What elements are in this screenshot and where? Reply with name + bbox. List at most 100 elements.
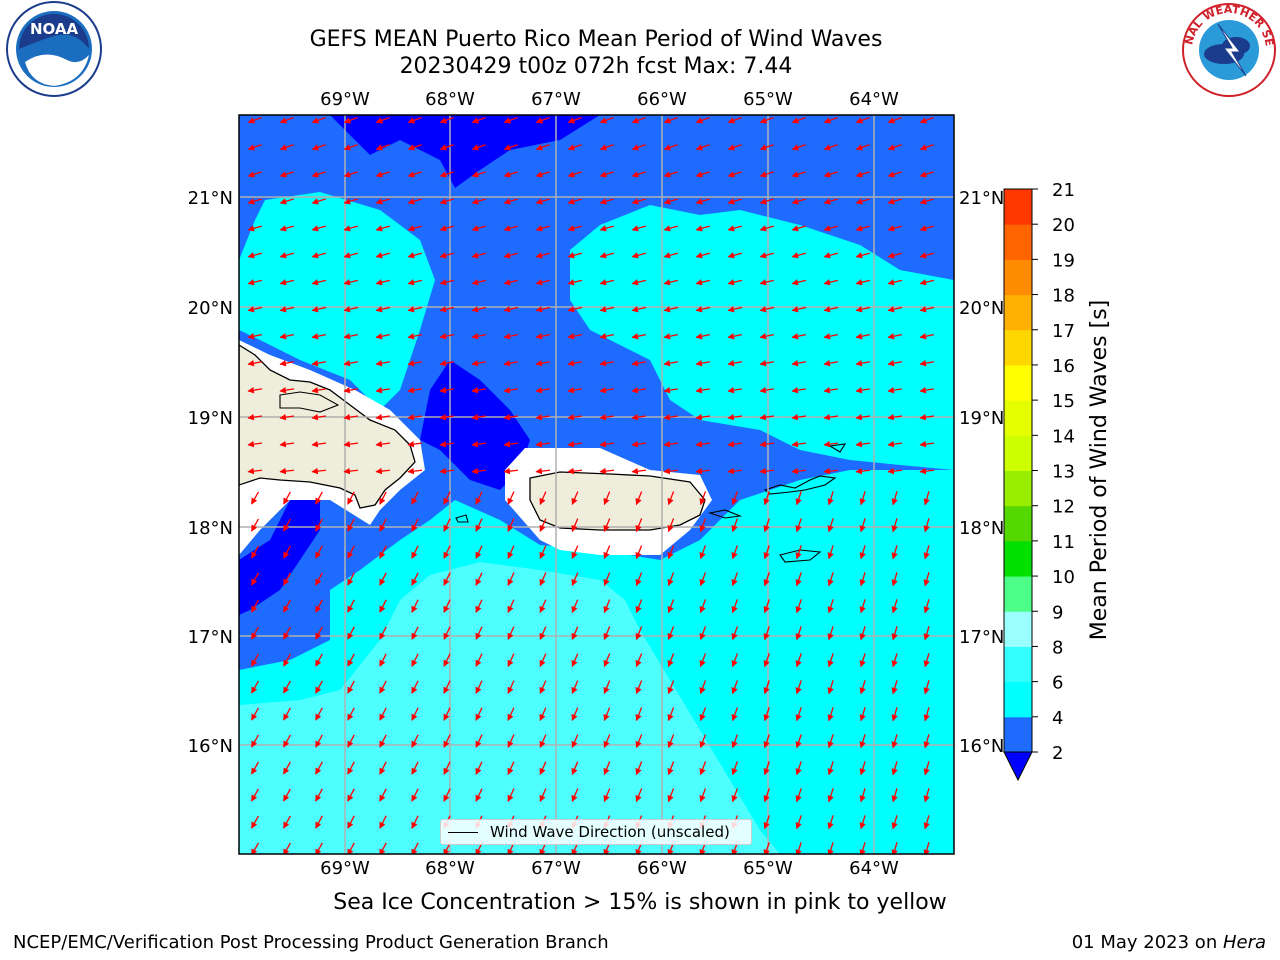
wave-direction-arrow bbox=[731, 680, 739, 695]
wave-direction-arrow bbox=[311, 386, 327, 394]
wave-direction-arrow bbox=[503, 198, 518, 205]
wave-direction-arrow bbox=[471, 116, 486, 124]
colorbar-bin bbox=[1004, 294, 1032, 331]
wave-direction-arrow bbox=[827, 653, 834, 668]
wave-direction-arrow bbox=[375, 333, 390, 340]
wave-direction-arrow bbox=[795, 734, 802, 749]
wave-direction-arrow bbox=[439, 144, 454, 151]
wave-direction-arrow bbox=[699, 599, 707, 614]
wave-direction-arrow bbox=[599, 116, 614, 124]
wave-direction-arrow bbox=[250, 653, 260, 667]
wave-direction-arrow bbox=[279, 333, 294, 340]
wave-direction-arrow bbox=[379, 518, 387, 532]
colorbar-bin bbox=[1004, 435, 1032, 471]
lat-label: 19°N bbox=[188, 408, 233, 429]
wave-direction-arrow bbox=[439, 306, 454, 313]
wave-direction-arrow bbox=[315, 761, 323, 775]
colorbar-bin bbox=[1004, 681, 1032, 718]
wave-direction-arrow bbox=[475, 626, 483, 640]
wave-direction-arrow bbox=[827, 707, 834, 722]
wave-direction-arrow bbox=[567, 171, 582, 178]
wave-direction-arrow bbox=[891, 572, 898, 587]
wave-direction-arrow bbox=[347, 626, 355, 640]
wave-direction-arrow bbox=[635, 734, 643, 749]
wave-direction-arrow bbox=[411, 491, 419, 505]
wave-direction-arrow bbox=[250, 518, 260, 532]
lon-labels-bottom: 69°W 68°W 67°W 66°W 65°W 64°W bbox=[320, 858, 899, 879]
wave-direction-arrow bbox=[795, 680, 802, 695]
wave-direction-arrow bbox=[311, 467, 327, 475]
wave-direction-arrow bbox=[887, 116, 902, 124]
graticule bbox=[239, 115, 954, 854]
wave-direction-arrow bbox=[855, 171, 870, 178]
wave-direction-arrow bbox=[411, 788, 419, 802]
wave-direction-arrow bbox=[471, 333, 486, 340]
colorbar-tick-label: 2 bbox=[1052, 743, 1063, 764]
wave-direction-arrow bbox=[663, 360, 679, 367]
wave-direction-arrow bbox=[919, 467, 935, 475]
wave-direction-arrow bbox=[827, 599, 834, 614]
wave-direction-arrow bbox=[727, 413, 743, 421]
wave-direction-arrow bbox=[407, 440, 423, 448]
colorbar: 2 4 6 8 9 10 11 12 13 14 15 16 17 18 19 20 21 bbox=[1003, 180, 1075, 782]
wave-direction-arrow bbox=[731, 761, 739, 776]
wave-direction-arrow bbox=[727, 467, 743, 475]
wave-direction-arrow bbox=[283, 599, 291, 613]
wave-direction-arrow bbox=[475, 572, 483, 586]
footer-host: Hera bbox=[1222, 932, 1266, 953]
wave-direction-arrow bbox=[539, 734, 547, 748]
wave-direction-arrow bbox=[279, 144, 294, 151]
wave-direction-arrow bbox=[343, 252, 358, 259]
wave-direction-arrow bbox=[311, 171, 326, 178]
wave-direction-arrow bbox=[891, 518, 898, 533]
wave-direction-arrow bbox=[375, 144, 390, 151]
wave-direction-arrow bbox=[311, 360, 327, 367]
wave-direction-arrow bbox=[859, 599, 866, 614]
wave-direction-arrow bbox=[727, 116, 742, 124]
wave-direction-arrow bbox=[247, 413, 263, 421]
wave-direction-arrow bbox=[599, 413, 615, 421]
wave-direction-arrow bbox=[250, 680, 260, 694]
wave-direction-arrow bbox=[731, 734, 739, 749]
wave-direction-arrow bbox=[567, 386, 583, 394]
wave-direction-arrow bbox=[891, 545, 898, 560]
legend-label: Wind Wave Direction (unscaled) bbox=[490, 823, 730, 841]
nws-logo: NATIONAL WEATHER SERVICE bbox=[1180, 2, 1276, 97]
wave-direction-arrow bbox=[283, 545, 291, 559]
wave-direction-arrow bbox=[247, 225, 262, 232]
wave-direction-arrow bbox=[919, 360, 935, 367]
wave-direction-arrow bbox=[475, 653, 483, 667]
wave-direction-arrow bbox=[247, 360, 263, 367]
lat-labels-left: 21°N 20°N 19°N 18°N 17°N 16°N bbox=[188, 188, 233, 757]
wave-direction-arrow bbox=[759, 279, 774, 286]
wave-direction-arrow bbox=[347, 707, 355, 721]
wave-direction-arrow bbox=[695, 440, 711, 448]
wave-direction-arrow bbox=[375, 279, 390, 286]
colorbar-tick-label: 13 bbox=[1052, 462, 1075, 483]
wave-direction-arrow bbox=[859, 680, 866, 695]
wave-direction-arrow bbox=[311, 144, 326, 151]
wave-direction-arrow bbox=[443, 491, 451, 505]
wave-direction-arrow bbox=[663, 306, 678, 313]
wave-direction-arrow bbox=[603, 653, 611, 668]
wave-direction-arrow bbox=[407, 279, 422, 286]
plot-title: GEFS MEAN Puerto Rico Mean Period of Win… bbox=[309, 27, 883, 52]
wave-direction-arrow bbox=[919, 116, 934, 124]
wave-direction-arrow bbox=[795, 545, 802, 560]
contour-lt2s-southwest bbox=[239, 500, 320, 615]
wave-direction-arrow bbox=[823, 440, 839, 448]
wave-direction-arrow bbox=[631, 333, 646, 340]
wave-direction-arrow bbox=[887, 225, 902, 232]
wave-direction-arrow bbox=[599, 171, 614, 178]
wave-direction-arrow bbox=[343, 360, 359, 367]
wave-direction-arrow bbox=[631, 467, 647, 475]
lon-label: 69°W bbox=[320, 89, 370, 110]
wave-direction-arrow bbox=[923, 572, 930, 587]
wind-wave-arrows bbox=[247, 116, 935, 854]
wave-direction-arrow bbox=[503, 171, 518, 178]
wave-direction-arrow bbox=[823, 306, 838, 313]
wave-direction-arrow bbox=[827, 572, 834, 587]
wave-direction-arrow bbox=[603, 788, 611, 803]
wave-direction-arrow bbox=[727, 252, 742, 259]
wave-direction-arrow bbox=[279, 279, 294, 286]
